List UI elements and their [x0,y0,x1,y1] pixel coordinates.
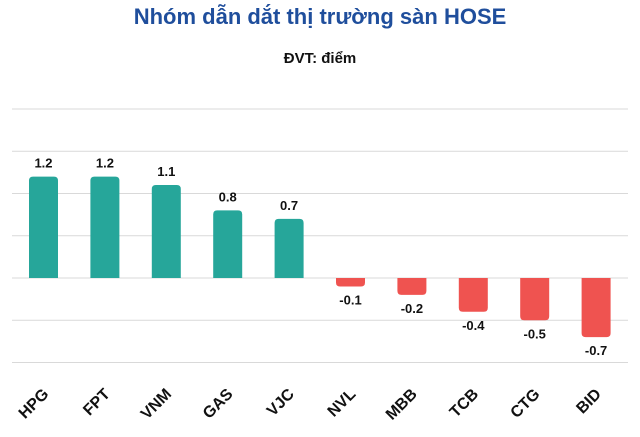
x-tick-vnm: VNM [138,386,175,423]
x-tick-tcb: TCB [447,386,482,421]
bar-fpt [90,176,120,278]
bar-nvl [336,278,365,287]
bar-ctg [520,278,550,321]
x-tick-gas: GAS [200,386,237,423]
x-tick-hpg: HPG [16,386,53,423]
x-tick-bid: BID [573,386,605,418]
value-label-tcb: -0.4 [462,318,485,333]
x-tick-labels: HPG FPT VNM GAS VJC NVL MBB TCB CTG BID [16,385,605,423]
chart-subtitle: ĐVT: điểm [283,50,357,67]
bar-tcb [458,278,488,312]
bar-mbb [397,278,427,295]
x-tick-fpt: FPT [80,386,114,420]
bar-vnm [151,185,181,278]
value-label-mbb: -0.2 [401,301,423,316]
x-tick-vjc: VJC [264,385,298,419]
bar-hpg [29,176,58,278]
value-label-nvl: -0.1 [339,292,361,307]
bars [29,176,611,338]
value-label-vnm: 1.1 [157,164,175,179]
chart-title: Nhóm dẫn dắt thị trường sàn HOSE [133,4,507,29]
bar-bid [581,278,611,338]
value-label-gas: 0.8 [219,189,237,204]
bar-vjc [274,218,304,278]
value-label-hpg: 1.2 [34,156,52,171]
value-label-fpt: 1.2 [96,156,114,171]
x-tick-ctg: CTG [508,386,544,422]
value-label-bid: -0.7 [585,343,607,358]
x-tick-mbb: MBB [383,386,421,424]
x-tick-nvl: NVL [325,386,360,421]
value-label-vjc: 0.7 [280,198,298,213]
value-labels: 1.2 1.2 1.1 0.8 0.7 -0.1 -0.2 -0.4 -0.5 -0.7 [34,156,607,359]
value-label-ctg: -0.5 [523,326,545,341]
bar-gas [213,210,243,278]
